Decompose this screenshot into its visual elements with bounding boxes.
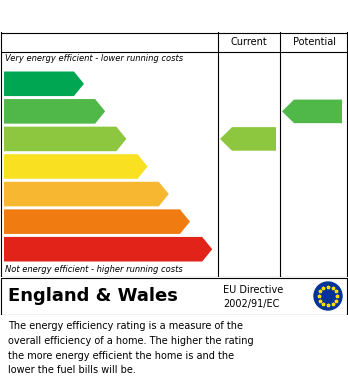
Polygon shape <box>4 154 148 179</box>
Text: Not energy efficient - higher running costs: Not energy efficient - higher running co… <box>5 265 183 274</box>
Text: G: G <box>201 242 213 257</box>
Text: 73: 73 <box>241 131 262 146</box>
Text: England & Wales: England & Wales <box>8 287 178 305</box>
Polygon shape <box>282 100 342 123</box>
Text: Potential: Potential <box>293 37 335 47</box>
Text: The energy efficiency rating is a measure of the
overall efficiency of a home. T: The energy efficiency rating is a measur… <box>8 321 254 375</box>
Text: (92-100): (92-100) <box>9 79 42 88</box>
Text: (21-38): (21-38) <box>9 217 37 226</box>
Polygon shape <box>4 72 84 96</box>
Polygon shape <box>220 127 276 151</box>
Text: Current: Current <box>231 37 267 47</box>
Polygon shape <box>4 182 169 206</box>
Text: (39-54): (39-54) <box>9 190 37 199</box>
Text: (81-91): (81-91) <box>9 107 37 116</box>
Text: (69-80): (69-80) <box>9 135 37 143</box>
Text: B: B <box>94 104 106 119</box>
Polygon shape <box>4 209 190 234</box>
Circle shape <box>314 282 342 310</box>
Text: D: D <box>136 159 149 174</box>
Polygon shape <box>4 99 105 124</box>
Text: (1-20): (1-20) <box>9 245 32 254</box>
Text: Very energy efficient - lower running costs: Very energy efficient - lower running co… <box>5 54 183 63</box>
Text: E: E <box>159 187 169 202</box>
Text: 83: 83 <box>305 104 326 119</box>
Text: 2002/91/EC: 2002/91/EC <box>223 299 279 308</box>
Text: (55-68): (55-68) <box>9 162 37 171</box>
Text: A: A <box>73 76 85 91</box>
Text: C: C <box>116 131 127 146</box>
Text: F: F <box>180 214 190 229</box>
Polygon shape <box>4 127 126 151</box>
Text: EU Directive: EU Directive <box>223 285 283 295</box>
Polygon shape <box>4 237 212 262</box>
Text: Energy Efficiency Rating: Energy Efficiency Rating <box>10 9 220 23</box>
